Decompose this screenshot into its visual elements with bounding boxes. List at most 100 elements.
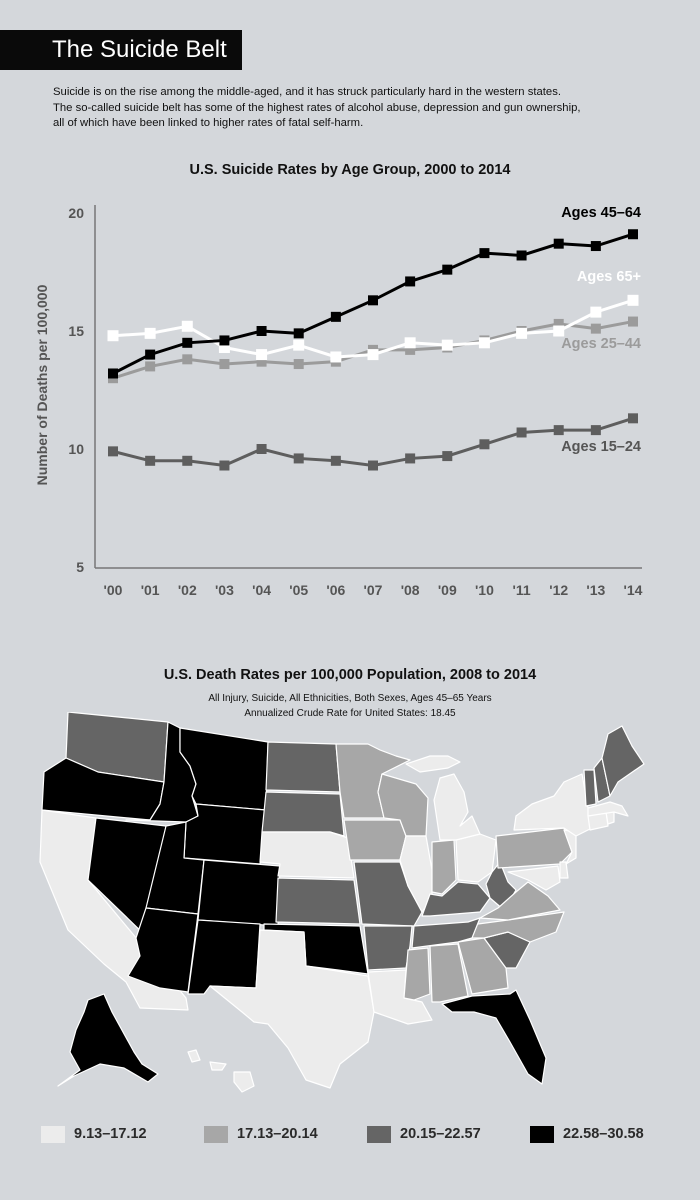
map-title: U.S. Death Rates per 100,000 Population,… [163, 667, 537, 683]
series-label: Ages 45–64 [561, 205, 641, 221]
x-tick-label: '07 [364, 582, 383, 598]
state-ma [587, 801, 629, 817]
data-point [479, 248, 490, 259]
line-chart: 5 10 15 20 '00 '01 '02 '03 '04 '05 '06 '07 '08 '09 '10… [34, 205, 643, 598]
x-tick-label: '08 [401, 582, 420, 598]
x-tick-label: '06 [326, 582, 345, 598]
data-point [108, 446, 118, 457]
data-point [293, 453, 304, 464]
state-ny [513, 773, 593, 837]
data-point [330, 351, 342, 363]
map-subtitle: Annualized Crude Rate for United States:… [244, 708, 456, 719]
data-point [219, 335, 230, 346]
data-point [367, 349, 379, 361]
state-tx [209, 929, 375, 1089]
us-state-map [39, 712, 645, 1093]
data-point [405, 276, 416, 287]
data-point [368, 460, 378, 471]
data-point [553, 238, 564, 249]
data-point [627, 294, 639, 306]
state-de [559, 861, 569, 879]
y-tick-label: 5 [76, 559, 84, 575]
state-tn [411, 917, 481, 949]
data-point [145, 349, 156, 360]
state-sd [261, 791, 345, 837]
data-point [219, 359, 230, 370]
legend-label: 9.13–17.12 [74, 1126, 147, 1142]
state-me [601, 725, 645, 797]
intro-line: all of which have been linked to higher … [53, 117, 364, 129]
state-mi-up [405, 755, 461, 773]
data-point [553, 425, 564, 436]
data-point [107, 330, 119, 342]
state-az [127, 907, 199, 993]
state-md [507, 865, 561, 891]
data-point [441, 339, 453, 351]
x-tick-label: '09 [438, 582, 457, 598]
data-point [256, 444, 267, 454]
legend-item: 22.58–30.58 [530, 1124, 644, 1144]
map-subtitle: All Injury, Suicide, All Ethnicities, Bo… [208, 693, 492, 704]
legend-label: 17.13–20.14 [237, 1126, 318, 1142]
data-point [145, 361, 156, 372]
data-point [590, 306, 602, 318]
data-point [293, 328, 304, 339]
x-tick-label: '03 [215, 582, 234, 598]
x-tick-label: '11 [513, 582, 531, 598]
data-point [478, 337, 490, 349]
data-point [479, 439, 490, 450]
data-point [405, 453, 416, 464]
state-va [479, 881, 561, 921]
data-point [368, 295, 378, 306]
state-ia [343, 819, 407, 861]
state-ne [259, 831, 355, 879]
state-ri [605, 811, 615, 825]
data-point [256, 326, 267, 336]
state-ak [57, 993, 159, 1087]
data-point [219, 460, 230, 471]
data-point [628, 316, 638, 327]
data-point [181, 320, 193, 332]
data-point [330, 311, 341, 322]
intro-line: Suicide is on the rise among the middle-… [53, 86, 561, 98]
series-label: Ages 25–44 [561, 336, 641, 352]
legend-item: 20.15–22.57 [367, 1124, 481, 1144]
state-co [197, 859, 281, 927]
state-in [431, 839, 457, 895]
x-tick-label: '01 [141, 582, 160, 598]
data-point [405, 344, 416, 355]
x-tick-label: '14 [624, 582, 643, 598]
data-point [404, 337, 416, 349]
intro-line: The so-called suicide belt has some of t… [53, 101, 581, 114]
data-point [553, 325, 565, 337]
legend-label: 22.58–30.58 [563, 1126, 644, 1142]
series-label: Ages 65+ [577, 269, 641, 285]
legend-swatch [41, 1125, 65, 1143]
state-ks [275, 877, 361, 925]
state-mt [179, 727, 269, 811]
data-point [144, 327, 156, 339]
state-nd [265, 741, 341, 793]
state-nm [187, 919, 261, 995]
legend-label: 20.15–22.57 [400, 1126, 481, 1142]
data-point [590, 425, 601, 436]
x-tick-label: '00 [104, 582, 123, 598]
data-point [108, 368, 118, 379]
data-point [590, 323, 601, 334]
legend-swatch [530, 1125, 554, 1143]
line-chart-title: U.S. Suicide Rates by Age Group, 2000 to… [189, 162, 511, 178]
x-tick-label: '05 [289, 582, 308, 598]
data-point [145, 455, 156, 466]
y-axis-label: Number of Deaths per 100,000 [34, 284, 50, 485]
legend-item: 17.13–20.14 [204, 1124, 318, 1144]
series-label: Ages 15–24 [561, 439, 641, 455]
state-hi [187, 1049, 255, 1093]
intro-text: Suicide is on the rise among the middle-… [53, 85, 663, 132]
data-point [553, 318, 564, 329]
state-pa [495, 827, 573, 869]
x-tick-label: '13 [586, 582, 605, 598]
data-point [516, 427, 527, 438]
data-point [256, 349, 268, 361]
legend-swatch [204, 1125, 228, 1143]
state-ga [457, 937, 509, 995]
